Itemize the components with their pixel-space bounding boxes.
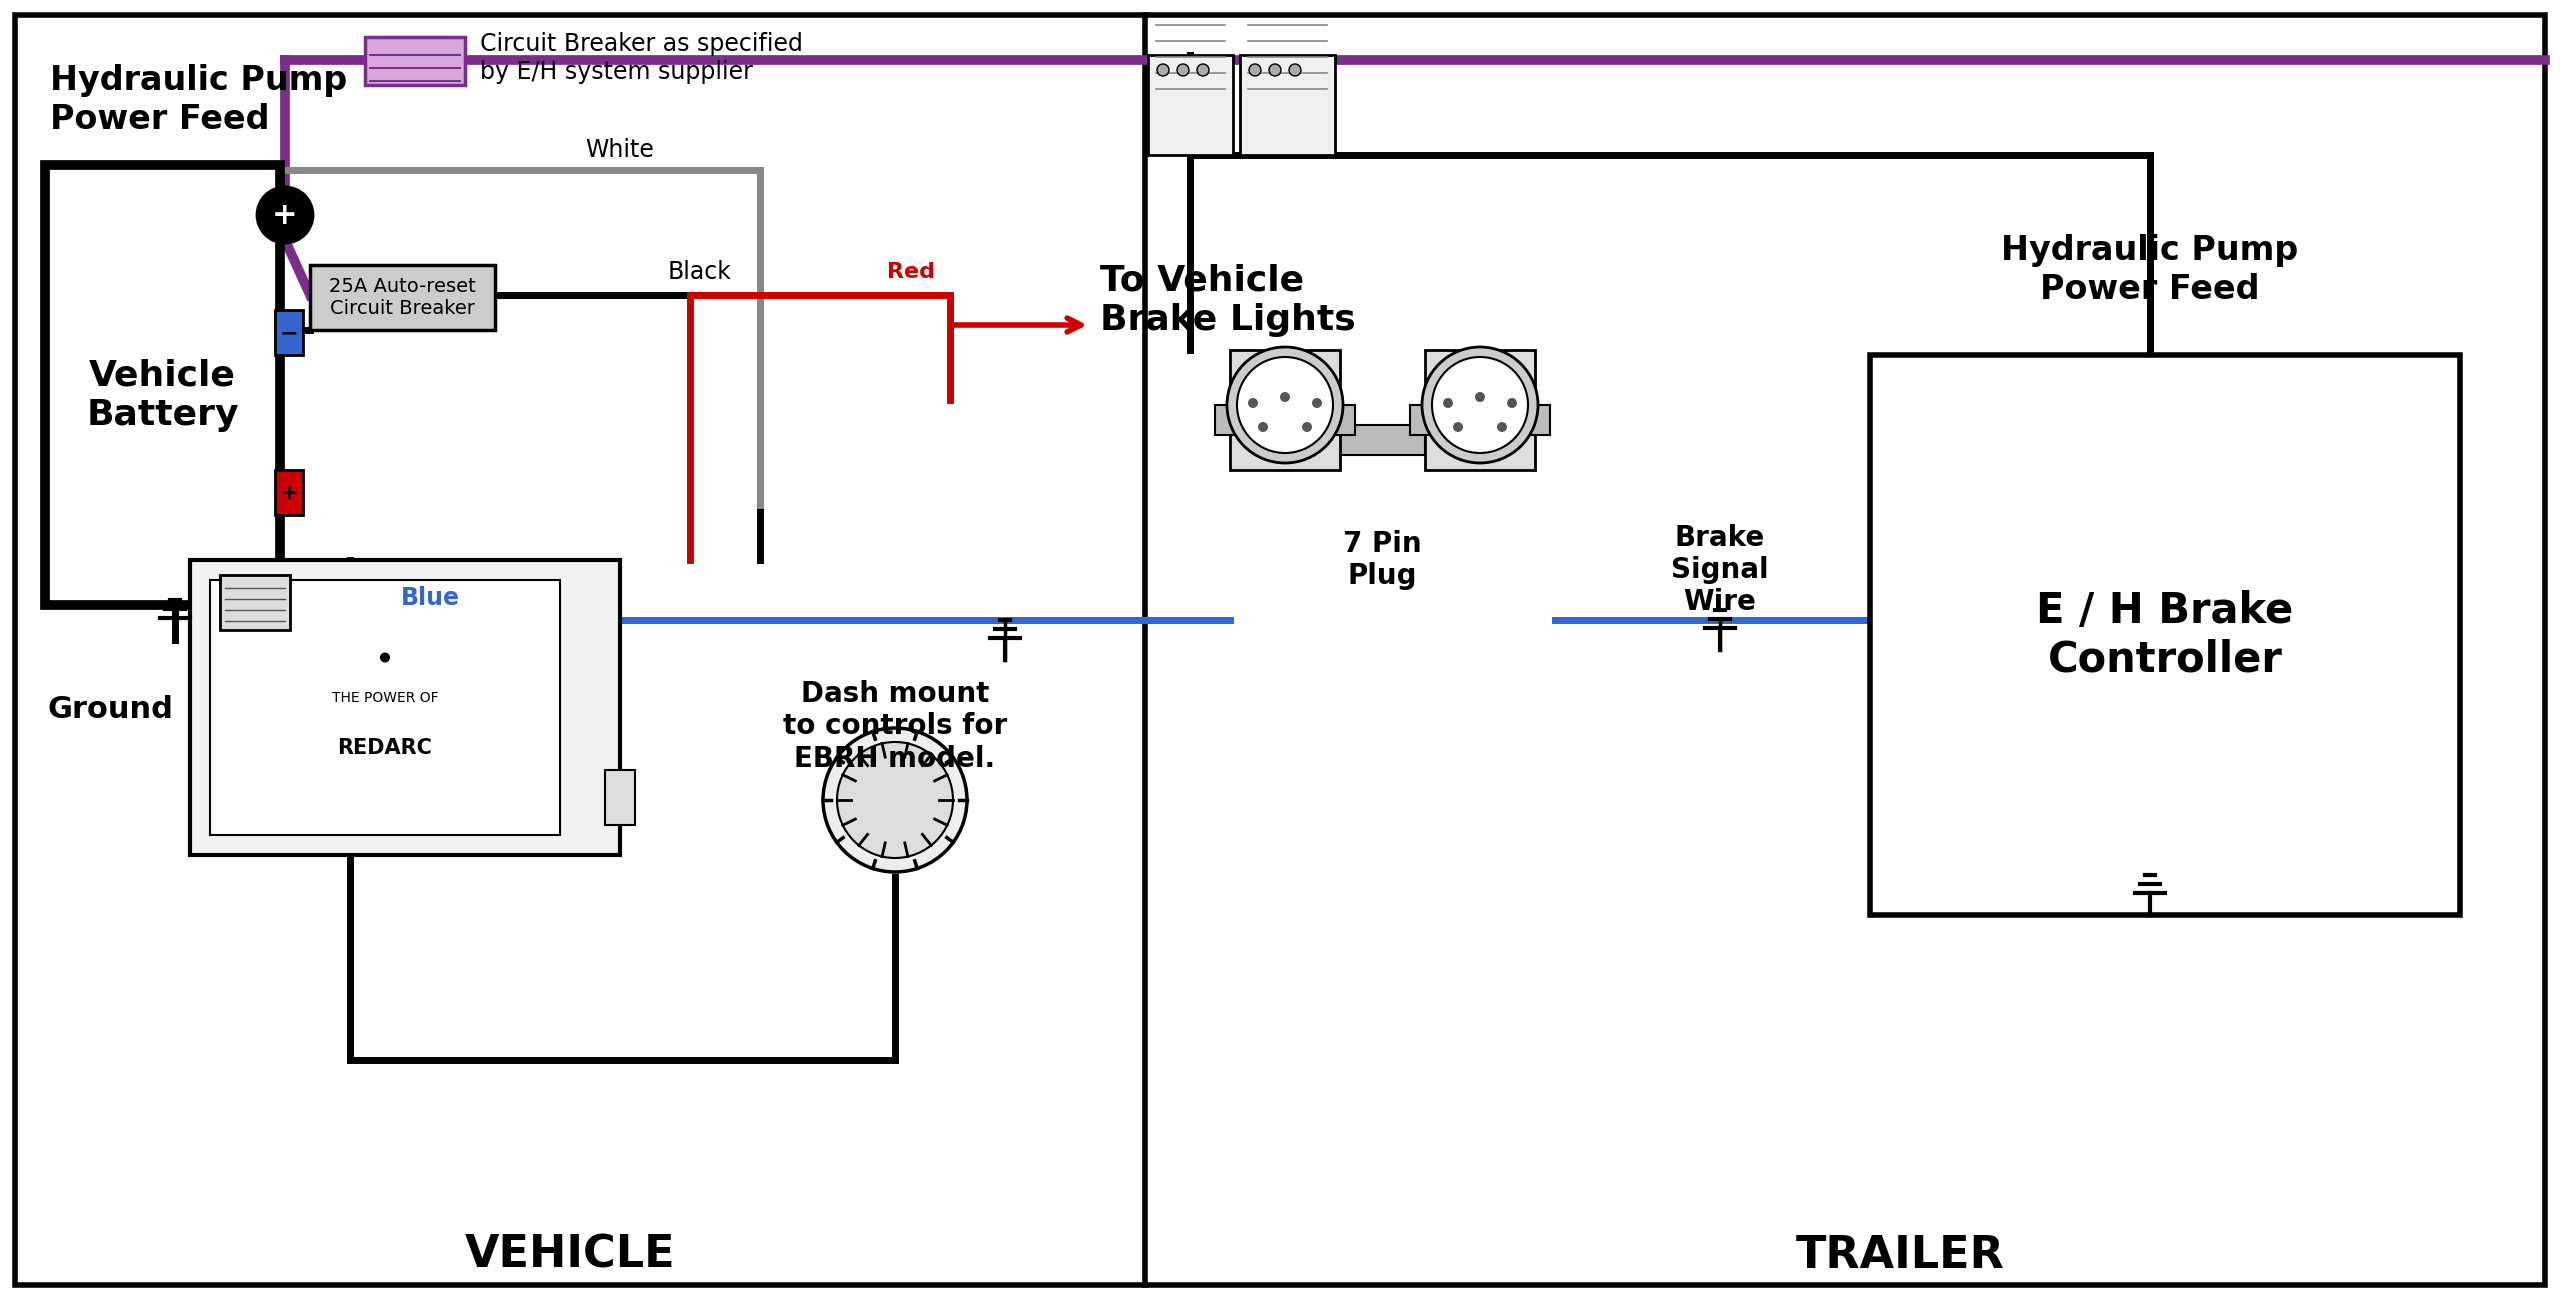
Circle shape — [1157, 64, 1170, 75]
Bar — [210, 580, 561, 835]
Bar — [1334, 406, 1354, 436]
Bar — [1229, 350, 1339, 471]
Circle shape — [1280, 393, 1290, 402]
Text: Red: Red — [886, 263, 934, 282]
Circle shape — [1257, 422, 1267, 432]
Circle shape — [256, 187, 312, 243]
Bar — [274, 309, 302, 355]
Circle shape — [1508, 398, 1518, 408]
Text: Black: Black — [668, 260, 732, 283]
Text: +: + — [271, 200, 297, 230]
Bar — [220, 575, 289, 630]
Circle shape — [1290, 64, 1300, 75]
Bar — [1531, 406, 1549, 436]
Text: REDARC: REDARC — [338, 737, 433, 758]
Text: Blue: Blue — [399, 586, 458, 610]
Circle shape — [379, 653, 389, 663]
Text: VEHICLE: VEHICLE — [466, 1234, 676, 1277]
Text: E / H Brake
Controller: E / H Brake Controller — [2035, 590, 2294, 680]
Circle shape — [1475, 393, 1485, 402]
Text: Dash mount
to controls for
EBRH model.: Dash mount to controls for EBRH model. — [783, 680, 1006, 772]
Circle shape — [1303, 422, 1313, 432]
Text: TRAILER: TRAILER — [1795, 1234, 2004, 1277]
Circle shape — [1431, 358, 1528, 452]
Bar — [1869, 355, 2460, 915]
Bar — [189, 560, 620, 855]
Bar — [1216, 406, 1234, 436]
Bar — [310, 265, 494, 330]
Text: Hydraulic Pump
Power Feed: Hydraulic Pump Power Feed — [51, 65, 348, 135]
Text: THE POWER OF: THE POWER OF — [333, 690, 438, 705]
Text: Ground: Ground — [46, 696, 174, 724]
Bar — [46, 165, 279, 604]
Circle shape — [1249, 64, 1262, 75]
Bar — [604, 770, 635, 826]
Circle shape — [837, 742, 952, 858]
Text: −: − — [279, 322, 300, 343]
Text: To Vehicle
Brake Lights: To Vehicle Brake Lights — [1101, 264, 1357, 337]
Bar — [1147, 55, 1234, 155]
Text: Brake
Signal
Wire: Brake Signal Wire — [1672, 524, 1769, 616]
Circle shape — [1270, 64, 1280, 75]
Circle shape — [1498, 422, 1508, 432]
Circle shape — [1454, 422, 1462, 432]
Circle shape — [1236, 358, 1334, 452]
Circle shape — [822, 728, 968, 872]
Circle shape — [1313, 398, 1321, 408]
Bar — [274, 471, 302, 515]
Text: Circuit Breaker as specified
by E/H system supplier: Circuit Breaker as specified by E/H syst… — [481, 32, 804, 84]
Text: Hydraulic Pump
Power Feed: Hydraulic Pump Power Feed — [2002, 234, 2299, 306]
Bar — [366, 36, 466, 84]
Bar — [1426, 350, 1536, 471]
Text: +: + — [279, 484, 300, 503]
Circle shape — [1178, 64, 1188, 75]
Bar — [1339, 425, 1426, 455]
Circle shape — [1198, 64, 1208, 75]
Bar — [1239, 55, 1334, 155]
Text: 7 Pin
Plug: 7 Pin Plug — [1344, 530, 1421, 590]
Circle shape — [1249, 398, 1257, 408]
Text: Vehicle
Battery: Vehicle Battery — [87, 359, 238, 432]
Text: 25A Auto-reset
Circuit Breaker: 25A Auto-reset Circuit Breaker — [330, 277, 476, 318]
Circle shape — [1226, 347, 1344, 463]
Circle shape — [1444, 398, 1454, 408]
Text: White: White — [586, 138, 655, 162]
Circle shape — [1421, 347, 1539, 463]
Bar — [1411, 406, 1431, 436]
